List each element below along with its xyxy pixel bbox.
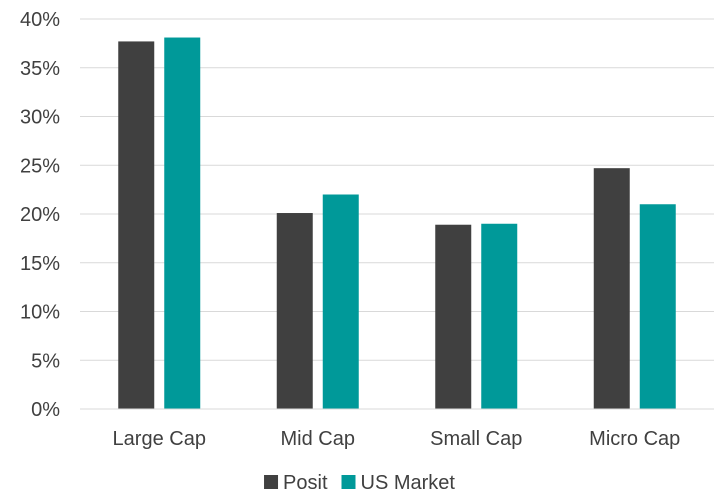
bar-us-market-large-cap	[164, 37, 201, 410]
y-tick-label: 30%	[20, 107, 60, 129]
y-tick-label: 20%	[20, 204, 60, 226]
bar-us-market-micro-cap	[639, 204, 676, 409]
bar-posit-mid-cap	[276, 213, 313, 409]
bar-posit-small-cap	[435, 224, 472, 409]
legend-swatch	[341, 475, 356, 489]
legend-label: US Market	[361, 472, 456, 494]
x-category-label: Large Cap	[113, 428, 206, 450]
x-category-label: Mid Cap	[281, 428, 355, 450]
y-axis-ticks: 0% 5% 10% 15% 20% 25% 30% 35% 40%	[20, 9, 60, 421]
y-tick-label: 10%	[20, 302, 60, 324]
y-tick-label: 5%	[31, 350, 60, 372]
bar-us-market-mid-cap	[322, 194, 359, 409]
x-axis-categories: Large Cap Mid Cap Small Cap Micro Cap	[113, 428, 681, 450]
y-tick-label: 25%	[20, 155, 60, 177]
bar-us-market-small-cap	[481, 223, 518, 409]
x-category-label: Micro Cap	[589, 428, 680, 450]
y-tick-label: 35%	[20, 58, 60, 80]
legend: Posit US Market	[264, 472, 455, 494]
y-tick-label: 15%	[20, 253, 60, 275]
y-tick-label: 0%	[31, 399, 60, 421]
y-tick-label: 40%	[20, 9, 60, 31]
bar-posit-micro-cap	[593, 168, 630, 409]
x-category-label: Small Cap	[430, 428, 522, 450]
legend-label: Posit	[283, 472, 328, 494]
legend-swatch	[264, 475, 279, 489]
bar-posit-large-cap	[118, 41, 155, 410]
bars	[118, 37, 676, 410]
